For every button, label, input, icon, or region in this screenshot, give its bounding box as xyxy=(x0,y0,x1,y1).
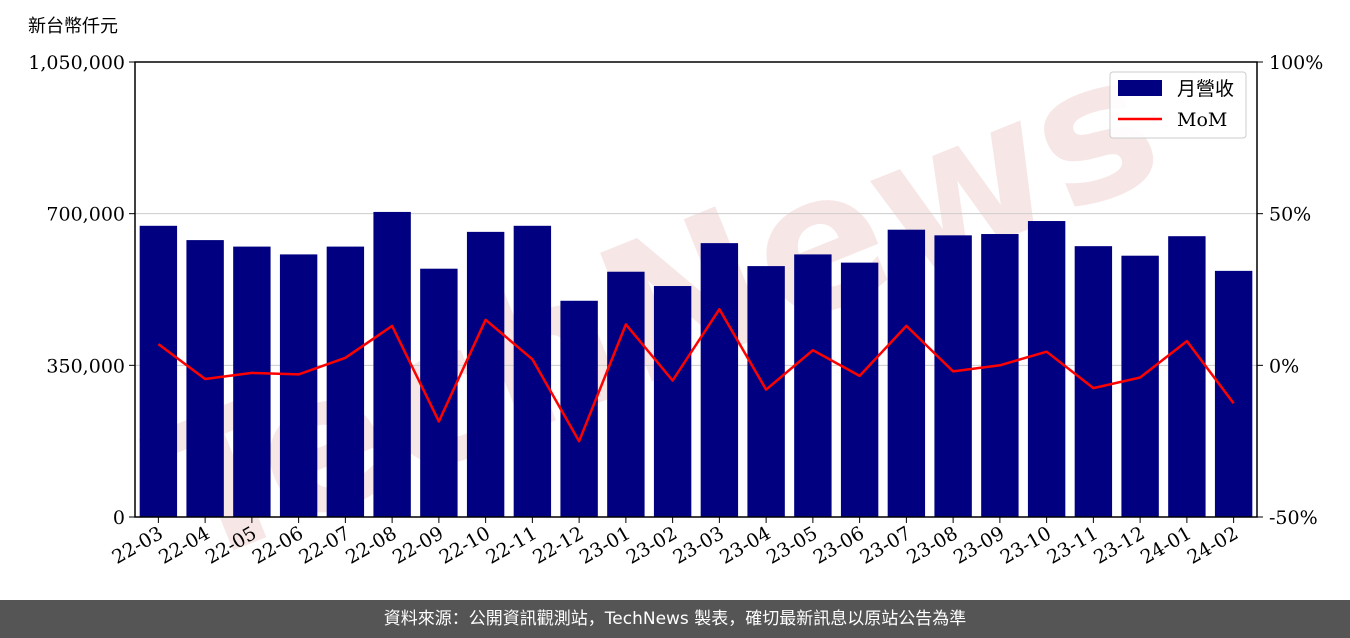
bar-23-08 xyxy=(934,235,972,518)
y-axis-right: -50% 0% 50% 100% xyxy=(1257,52,1323,529)
y-left-tick-label: 0 xyxy=(113,507,125,529)
y-left-tick-label: 1,050,000 xyxy=(28,52,125,74)
x-tick-label: 23-09 xyxy=(950,522,1008,568)
bar-23-03 xyxy=(700,243,739,517)
footer-source-note: 資料來源：公開資訊觀測站，TechNews 製表，確切最新訊息以原站公告為準 xyxy=(0,600,1350,638)
legend-bar-swatch xyxy=(1118,80,1162,96)
x-tick-label: 23-07 xyxy=(856,522,914,568)
bar-22-11 xyxy=(513,225,552,518)
bar-23-02 xyxy=(653,286,692,517)
bar-23-07 xyxy=(887,229,926,517)
bar-24-01 xyxy=(1168,236,1206,517)
bar-22-08 xyxy=(373,211,411,517)
y-axis-unit-label: 新台幣仟元 xyxy=(28,16,118,37)
y-right-tick-label: 50% xyxy=(1269,204,1311,226)
x-tick-label: 23-06 xyxy=(810,522,868,568)
bar-23-05 xyxy=(794,254,832,517)
x-tick-label: 22-10 xyxy=(436,522,494,568)
bar-23-12 xyxy=(1121,255,1159,517)
bar-22-03 xyxy=(139,225,178,518)
x-tick-label: 24-02 xyxy=(1184,522,1242,568)
x-tick-label: 23-10 xyxy=(997,522,1055,568)
bar-22-07 xyxy=(326,246,365,517)
y-right-tick-label: 0% xyxy=(1269,355,1299,377)
bar-23-11 xyxy=(1074,246,1113,517)
x-tick-label: 24-01 xyxy=(1137,522,1195,568)
x-tick-label: 23-01 xyxy=(576,522,634,568)
x-tick-label: 23-02 xyxy=(623,522,681,568)
bar-23-01 xyxy=(607,271,645,517)
bar-24-02 xyxy=(1214,270,1253,517)
x-tick-label: 23-08 xyxy=(903,522,961,568)
x-tick-label: 23-05 xyxy=(763,522,821,568)
x-tick-label: 23-11 xyxy=(1043,522,1101,568)
mom-line xyxy=(157,307,1235,443)
x-tick-label: 23-04 xyxy=(716,522,774,568)
bar-23-04 xyxy=(747,266,785,517)
x-tick-label: 22-12 xyxy=(529,522,587,568)
x-tick-label: 22-03 xyxy=(108,522,166,568)
x-tick-label: 22-11 xyxy=(482,522,540,568)
bar-23-10 xyxy=(1027,221,1066,518)
y-axis-left: 0 350,000 700,000 1,050,000 xyxy=(28,52,135,529)
bar-23-09 xyxy=(981,234,1019,518)
y-right-tick-label: -50% xyxy=(1269,507,1318,529)
bar-23-06 xyxy=(840,262,879,517)
legend: 月營收 MoM xyxy=(1109,71,1247,139)
x-tick-label: 23-03 xyxy=(669,522,727,568)
y-left-tick-label: 350,000 xyxy=(46,355,125,377)
mom-line-group xyxy=(157,307,1235,443)
plot-frame xyxy=(134,61,1258,518)
x-tick-label: 23-12 xyxy=(1090,522,1148,568)
y-right-tick-label: 100% xyxy=(1269,52,1323,74)
legend-bar-label: 月營收 xyxy=(1177,78,1234,100)
bar-22-06 xyxy=(279,254,318,517)
bar-22-05 xyxy=(233,246,271,517)
y-left-tick-label: 700,000 xyxy=(46,204,125,226)
bar-22-10 xyxy=(466,231,505,517)
legend-line-label: MoM xyxy=(1177,109,1227,131)
